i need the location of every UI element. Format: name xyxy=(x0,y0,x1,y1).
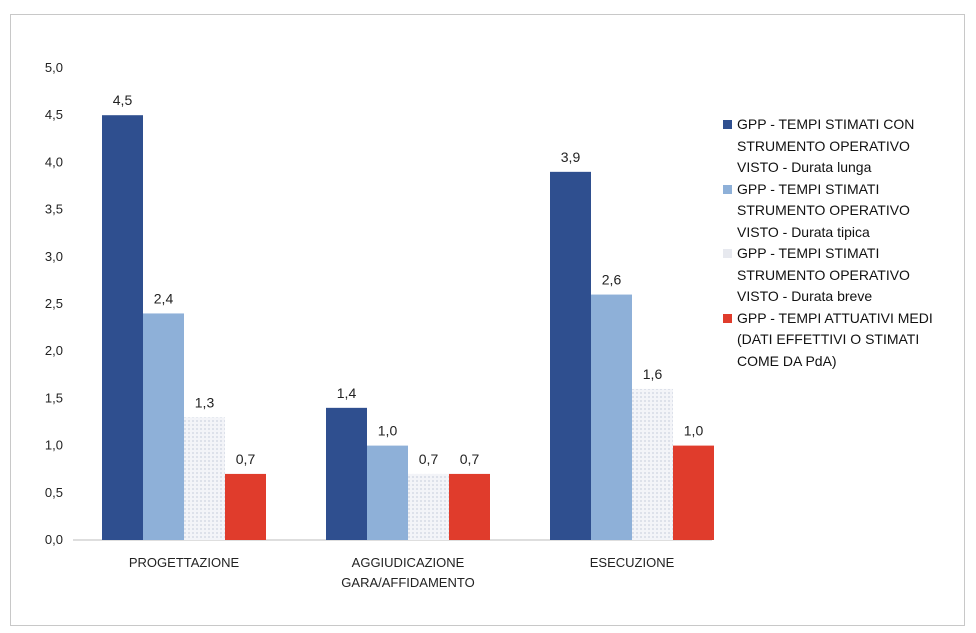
legend-swatch xyxy=(723,120,732,129)
y-tick-label: 3,0 xyxy=(45,249,63,264)
bar-s4-1 xyxy=(225,473,266,540)
legend-swatch xyxy=(723,249,732,258)
bar-s3-2 xyxy=(408,473,449,540)
bar-s1-1 xyxy=(102,115,143,540)
bar-s4-2 xyxy=(449,473,490,540)
x-category-label: ESECUZIONE xyxy=(590,555,675,570)
legend-swatch xyxy=(723,184,732,194)
data-label: 4,5 xyxy=(113,92,133,108)
chart-legend: GPP - TEMPI STIMATI CON STRUMENTO OPERATI… xyxy=(723,114,963,372)
bar-s4-3 xyxy=(673,445,714,540)
data-label: 1,3 xyxy=(195,394,215,410)
y-tick-label: 2,0 xyxy=(45,343,63,358)
data-label: 0,7 xyxy=(236,451,256,467)
data-label: 1,4 xyxy=(337,385,357,401)
bar-s2-2 xyxy=(367,445,408,540)
y-tick-label: 3,5 xyxy=(45,202,63,217)
data-label: 1,0 xyxy=(684,423,704,439)
y-tick-label: 4,5 xyxy=(45,107,63,122)
y-tick-label: 1,0 xyxy=(45,438,63,453)
data-label: 3,9 xyxy=(561,149,581,165)
data-label: 0,7 xyxy=(419,451,439,467)
bar-s3-3 xyxy=(632,388,673,540)
legend-item: GPP - TEMPI STIMATI STRUMENTO OPERATIVO VI… xyxy=(723,243,963,308)
y-tick-label: 4,0 xyxy=(45,154,63,169)
bar-s3-1 xyxy=(184,417,225,540)
legend-item: GPP - TEMPI STIMATI STRUMENTO OPERATIVO VI… xyxy=(723,179,963,244)
data-label: 2,4 xyxy=(154,290,174,306)
bar-s1-3 xyxy=(550,171,591,540)
legend-swatch xyxy=(723,313,732,323)
y-tick-label: 2,5 xyxy=(45,296,63,311)
x-category-label: GARA/AFFIDAMENTO xyxy=(341,575,474,590)
x-category-label: PROGETTAZIONE xyxy=(129,555,240,570)
data-label: 1,6 xyxy=(643,366,663,382)
y-tick-label: 5,0 xyxy=(45,60,63,75)
data-label: 1,0 xyxy=(378,423,398,439)
y-tick-label: 0,0 xyxy=(45,532,63,547)
data-label: 2,6 xyxy=(602,272,622,288)
legend-label: GPP - TEMPI STIMATI STRUMENTO OPERATIVO VI… xyxy=(737,245,910,304)
legend-item: GPP - TEMPI ATTUATIVI MEDI (DATI EFFETTIV… xyxy=(723,308,963,373)
legend-label: GPP - TEMPI STIMATI STRUMENTO OPERATIVO VI… xyxy=(737,180,910,240)
x-category-label: AGGIUDICAZIONE xyxy=(352,555,465,570)
legend-label: GPP - TEMPI ATTUATIVI MEDI (DATI EFFETTIV… xyxy=(737,309,933,369)
bar-s2-1 xyxy=(143,313,184,540)
legend-label: GPP - TEMPI STIMATI CON STRUMENTO OPERATI… xyxy=(737,116,915,175)
y-tick-label: 1,5 xyxy=(45,390,63,405)
bar-s2-3 xyxy=(591,294,632,540)
data-label: 0,7 xyxy=(460,451,480,467)
y-tick-label: 0,5 xyxy=(45,485,63,500)
legend-item: GPP - TEMPI STIMATI CON STRUMENTO OPERATI… xyxy=(723,114,963,179)
bar-s1-2 xyxy=(326,407,367,540)
